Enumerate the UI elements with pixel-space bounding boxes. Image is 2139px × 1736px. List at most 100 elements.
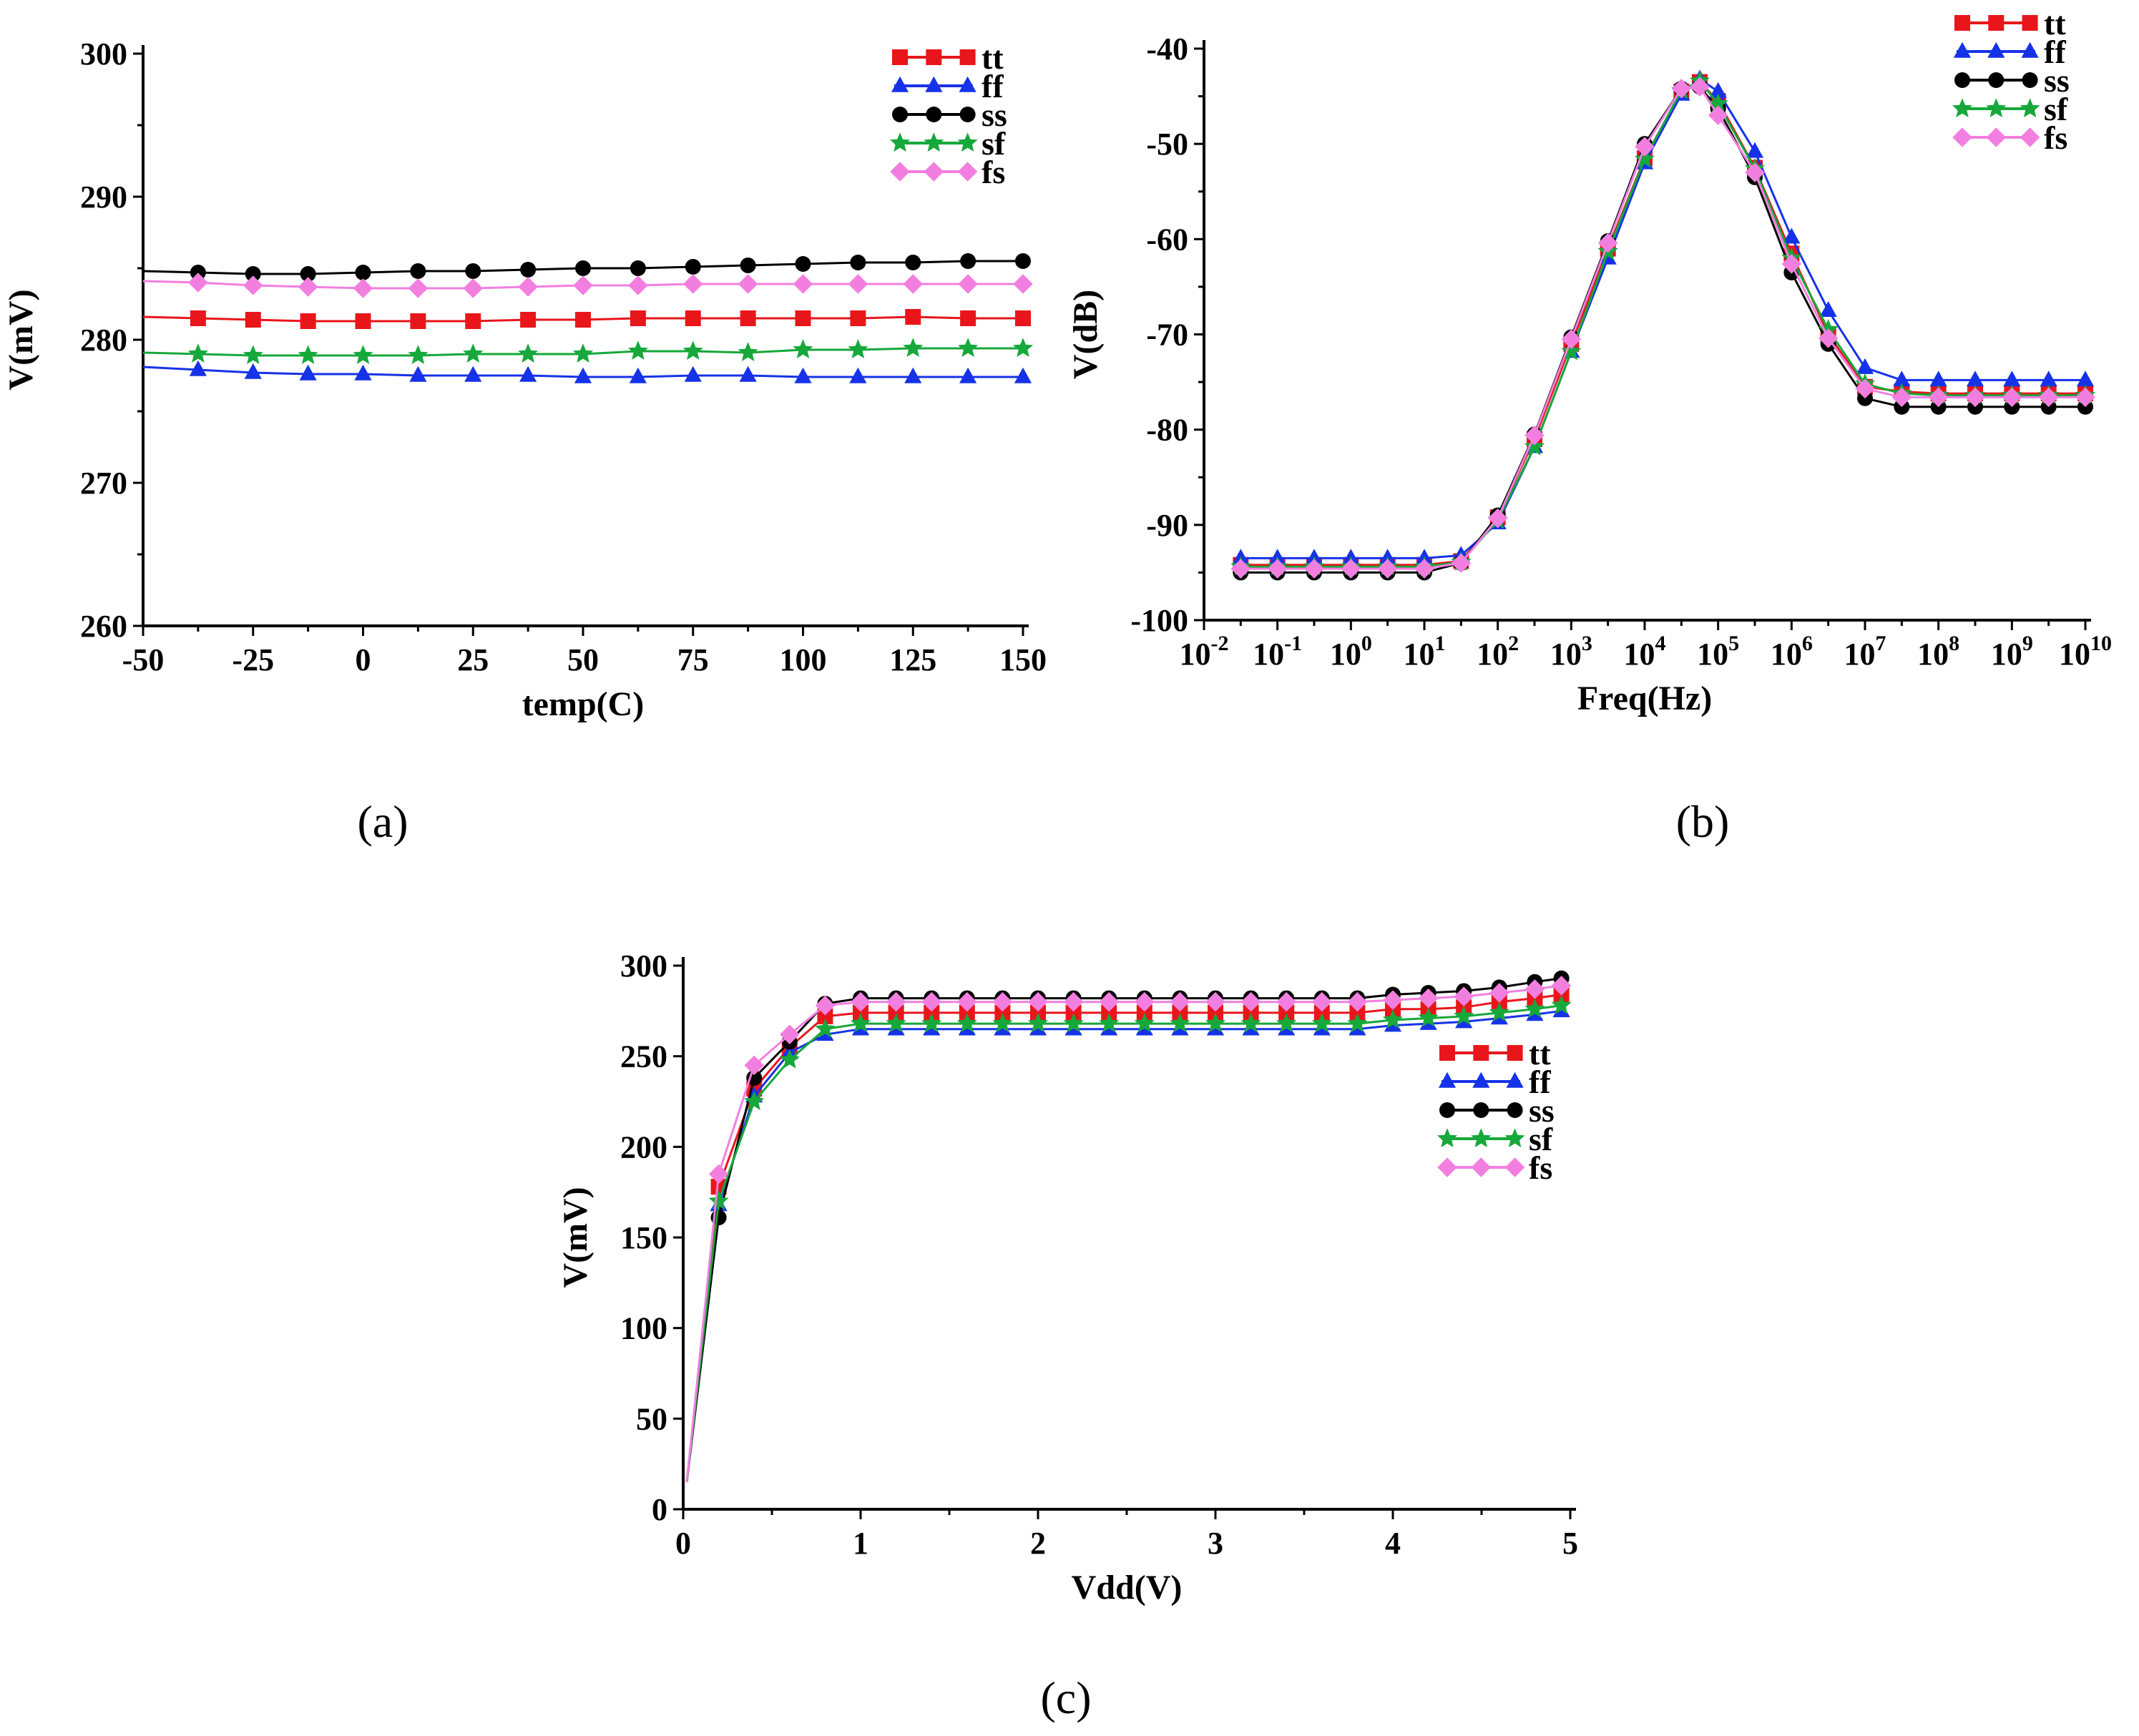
data-point-fs [1708, 105, 1728, 125]
data-point-ff [244, 363, 262, 379]
data-point-sf [1012, 338, 1034, 357]
data-point-fs [958, 274, 978, 294]
legend-marker-sf [2020, 98, 2040, 117]
data-point-ss [575, 260, 591, 276]
data-point-fs [1965, 387, 1985, 408]
data-point-tt [1015, 310, 1031, 326]
x-tick-label: -25 [232, 642, 274, 677]
series-line-ss [1240, 85, 2085, 574]
series-line-fs [685, 984, 1562, 1483]
data-point-sf [627, 340, 648, 360]
data-point-tt [1136, 1004, 1152, 1021]
data-point-fs [1312, 991, 1332, 1012]
x-tick-label: -50 [122, 642, 165, 677]
data-point-fs [815, 995, 836, 1016]
legend-marker-fs [1471, 1157, 1492, 1177]
data-point-sf [1099, 1013, 1120, 1033]
y-tick-label: -100 [1130, 603, 1188, 638]
data-point-sf [850, 1013, 871, 1033]
data-point-ff [1746, 142, 1764, 158]
x-tick-label: 100 [1330, 632, 1372, 672]
data-point-ss [850, 255, 866, 270]
data-point-ss [795, 256, 811, 272]
data-point-sf [1524, 436, 1545, 456]
data-point-sf [1027, 1013, 1049, 1033]
data-point-tt [853, 1004, 868, 1021]
data-point-sf [1311, 1013, 1332, 1033]
data-point-tt [300, 313, 316, 329]
legend-marker-fs [1952, 127, 1972, 147]
legend-marker-fs [1986, 127, 2007, 147]
data-point-sf [848, 339, 868, 358]
data-point-fs [1635, 137, 1655, 157]
legend-label-sf: sf [982, 125, 1006, 162]
legend-label-ff: ff [2044, 34, 2066, 70]
data-point-fs [243, 275, 263, 295]
legend-marker-sf [1436, 1128, 1458, 1147]
data-point-fs [1745, 162, 1765, 182]
data-point-tt [850, 310, 866, 326]
data-point-tt [190, 310, 206, 326]
data-point-fs [1341, 559, 1361, 579]
series-line-tt [685, 994, 1562, 1483]
data-point-sf [992, 1013, 1013, 1033]
data-point-fs [1099, 991, 1119, 1012]
x-tick-label: 101 [1404, 632, 1446, 672]
legend-label-ff: ff [982, 68, 1004, 104]
data-point-ff [1014, 367, 1032, 383]
legend-marker-ss [892, 107, 908, 122]
data-point-fs [2075, 387, 2095, 408]
data-point-fs [408, 278, 429, 298]
data-point-tt [817, 1008, 833, 1024]
data-point-fs [744, 1055, 764, 1076]
data-point-sf [956, 1013, 977, 1033]
data-point-tt [905, 309, 921, 325]
data-point-tt [924, 1004, 940, 1021]
data-point-ff [1709, 82, 1727, 98]
data-point-ss [630, 260, 646, 276]
panel-b-chart: -100 -90 -80 -70 -60 -50 -40 10-2 10-1 100 101 102 1… [1067, 5, 2112, 717]
data-point-fs [573, 275, 593, 295]
data-point-ff [2003, 371, 2021, 387]
x-tick-label: 2 [1030, 1526, 1046, 1561]
y-axis-title: V(mV) [557, 1187, 594, 1288]
data-point-sf [1240, 1013, 1261, 1033]
legend-label-tt: tt [1529, 1035, 1551, 1071]
data-point-fs [1891, 387, 1912, 408]
legend-marker-ff [1438, 1071, 1457, 1088]
data-point-ff [629, 367, 647, 383]
legend-marker-tt [926, 49, 942, 65]
data-point-tt [1065, 1004, 1082, 1021]
data-point-ss [190, 265, 206, 280]
legend-marker-ss [959, 107, 976, 122]
x-axis-title: Freq(Hz) [1577, 680, 1712, 717]
data-point-sf [243, 345, 263, 364]
legend-marker-tt [959, 49, 976, 65]
legend-marker-ff [1953, 41, 1972, 58]
data-point-tt [888, 1004, 904, 1021]
data-point-tt [1243, 1004, 1259, 1021]
data-point-fs [921, 991, 941, 1012]
data-point-ff [904, 367, 922, 383]
data-point-sf [958, 338, 979, 357]
data-point-fs [1013, 274, 1033, 294]
legend-marker-fs [1437, 1157, 1457, 1177]
data-point-fs [1489, 983, 1509, 1003]
data-point-fs [2002, 387, 2022, 408]
data-point-fs [1230, 559, 1251, 579]
data-point-fs [463, 278, 483, 298]
legend-marker-ff [925, 76, 943, 92]
legend-label-fs: fs [982, 154, 1005, 190]
data-point-fs [1524, 979, 1545, 999]
x-tick-label: 109 [1991, 632, 2033, 672]
x-tick-label: 108 [1917, 632, 1959, 672]
legend-label-sf: sf [1529, 1121, 1553, 1157]
y-tick-label: 150 [620, 1220, 667, 1255]
legend-marker-sf [957, 132, 978, 152]
data-point-tt [1172, 1004, 1188, 1021]
data-point-fs [851, 991, 871, 1012]
data-point-fs [793, 274, 813, 294]
